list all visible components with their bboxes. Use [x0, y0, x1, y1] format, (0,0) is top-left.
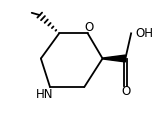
Text: O: O [84, 21, 93, 34]
Text: HN: HN [36, 88, 53, 101]
Polygon shape [102, 55, 125, 62]
Text: OH: OH [136, 27, 154, 40]
Text: O: O [121, 85, 131, 98]
